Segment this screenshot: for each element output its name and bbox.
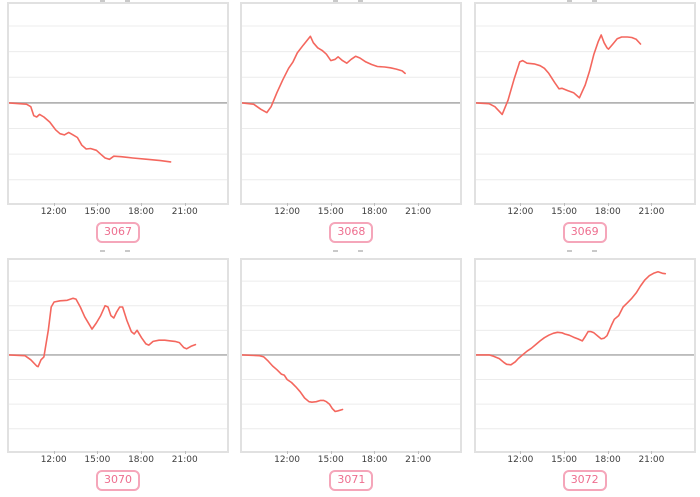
x-tick-mark [564, 451, 566, 454]
chart-plot-area [240, 258, 463, 453]
chart-id-badge[interactable]: 3070 [96, 470, 140, 492]
x-tick-mark [374, 203, 376, 206]
clipped-title-marks [333, 250, 373, 252]
x-tick-label: 15:00 [317, 455, 344, 465]
x-tick-label: 18:00 [128, 207, 154, 217]
x-tick-label: 15:00 [84, 207, 111, 217]
series-line [242, 354, 344, 413]
x-tick-mark [287, 451, 289, 454]
mini-chart-panel-3068: 12:00 15:00 18:00 21:00 3068 [233, 0, 466, 248]
x-tick-label: 21:00 [638, 455, 665, 465]
x-tick-label: 18:00 [594, 455, 621, 465]
x-tick-label: 15:00 [84, 455, 111, 465]
x-tick-label: 12:00 [274, 207, 301, 217]
x-tick-label: 21:00 [638, 207, 665, 217]
x-axis: 12:00 15:00 18:00 21:00 [0, 451, 233, 469]
x-tick-mark [184, 203, 186, 206]
x-axis: 12:00 15:00 18:00 21:00 [0, 203, 233, 221]
clipped-title-marks [100, 0, 140, 2]
x-tick-mark [520, 451, 522, 454]
x-tick-label: 15:00 [551, 207, 578, 217]
x-tick-label: 12:00 [507, 207, 534, 217]
chart-id-badge[interactable]: 3072 [562, 470, 607, 492]
series-line [475, 271, 666, 366]
x-tick-mark [607, 451, 609, 454]
x-tick-mark [651, 451, 653, 454]
mini-chart-panel-3067: 12:00 15:00 18:00 21:00 3067 [0, 0, 233, 248]
x-tick-mark [374, 451, 376, 454]
x-tick-mark [184, 451, 186, 454]
x-axis: 12:00 15:00 18:00 21:00 [467, 451, 700, 469]
line-chart-svg [9, 280, 227, 430]
x-tick-label: 18:00 [594, 207, 621, 217]
x-tick-label: 15:00 [317, 207, 344, 217]
line-chart-svg [9, 25, 227, 181]
clipped-title-marks [566, 250, 607, 252]
chart-id-badge[interactable]: 3067 [96, 222, 140, 244]
x-tick-mark [418, 451, 420, 454]
chart-id-badge[interactable]: 3069 [562, 222, 607, 244]
chart-plot-area [473, 258, 696, 453]
chart-plot-area [240, 2, 463, 205]
x-tick-mark [53, 451, 55, 454]
mini-chart-panel-3069: 12:00 15:00 18:00 21:00 3069 [467, 0, 700, 248]
chart-id-badge[interactable]: 3071 [329, 470, 374, 492]
x-tick-mark [607, 203, 609, 206]
x-axis: 12:00 15:00 18:00 21:00 [233, 203, 466, 221]
x-tick-mark [97, 203, 99, 206]
x-tick-mark [141, 203, 143, 206]
mini-chart-panel-3072: 12:00 15:00 18:00 21:00 3072 [467, 248, 700, 497]
x-tick-mark [330, 203, 332, 206]
mini-chart-panel-3071: 12:00 15:00 18:00 21:00 3071 [233, 248, 466, 497]
x-tick-label: 18:00 [361, 207, 388, 217]
x-tick-label: 12:00 [40, 207, 67, 217]
x-tick-mark [564, 203, 566, 206]
x-tick-label: 21:00 [171, 207, 198, 217]
x-tick-label: 21:00 [405, 455, 432, 465]
x-tick-mark [520, 203, 522, 206]
series-line [9, 297, 197, 368]
x-axis: 12:00 15:00 18:00 21:00 [233, 451, 466, 469]
x-tick-mark [330, 451, 332, 454]
chart-plot-area [7, 2, 229, 205]
line-chart-svg [242, 25, 461, 181]
clipped-title-marks [100, 250, 140, 252]
x-tick-mark [287, 203, 289, 206]
x-axis: 12:00 15:00 18:00 21:00 [467, 203, 700, 221]
x-tick-label: 12:00 [40, 455, 67, 465]
x-tick-mark [53, 203, 55, 206]
x-tick-mark [651, 203, 653, 206]
series-line [9, 102, 172, 163]
series-line [475, 34, 641, 116]
line-chart-svg [475, 25, 694, 181]
line-chart-svg [242, 280, 461, 430]
chart-plot-area [7, 258, 229, 453]
x-tick-label: 21:00 [405, 207, 432, 217]
x-tick-label: 21:00 [171, 455, 198, 465]
mini-chart-panel-3070: 12:00 15:00 18:00 21:00 3070 [0, 248, 233, 497]
clipped-title-marks [333, 0, 373, 2]
x-tick-label: 12:00 [274, 455, 301, 465]
x-tick-label: 12:00 [507, 455, 534, 465]
x-tick-mark [418, 203, 420, 206]
line-chart-svg [475, 271, 694, 430]
x-tick-label: 15:00 [551, 455, 578, 465]
x-tick-mark [97, 451, 99, 454]
x-tick-label: 18:00 [361, 455, 388, 465]
x-tick-mark [141, 451, 143, 454]
x-tick-label: 18:00 [128, 455, 154, 465]
clipped-title-marks [566, 0, 607, 2]
chart-id-badge[interactable]: 3068 [329, 222, 374, 244]
chart-plot-area [473, 2, 696, 205]
series-line [242, 35, 407, 114]
